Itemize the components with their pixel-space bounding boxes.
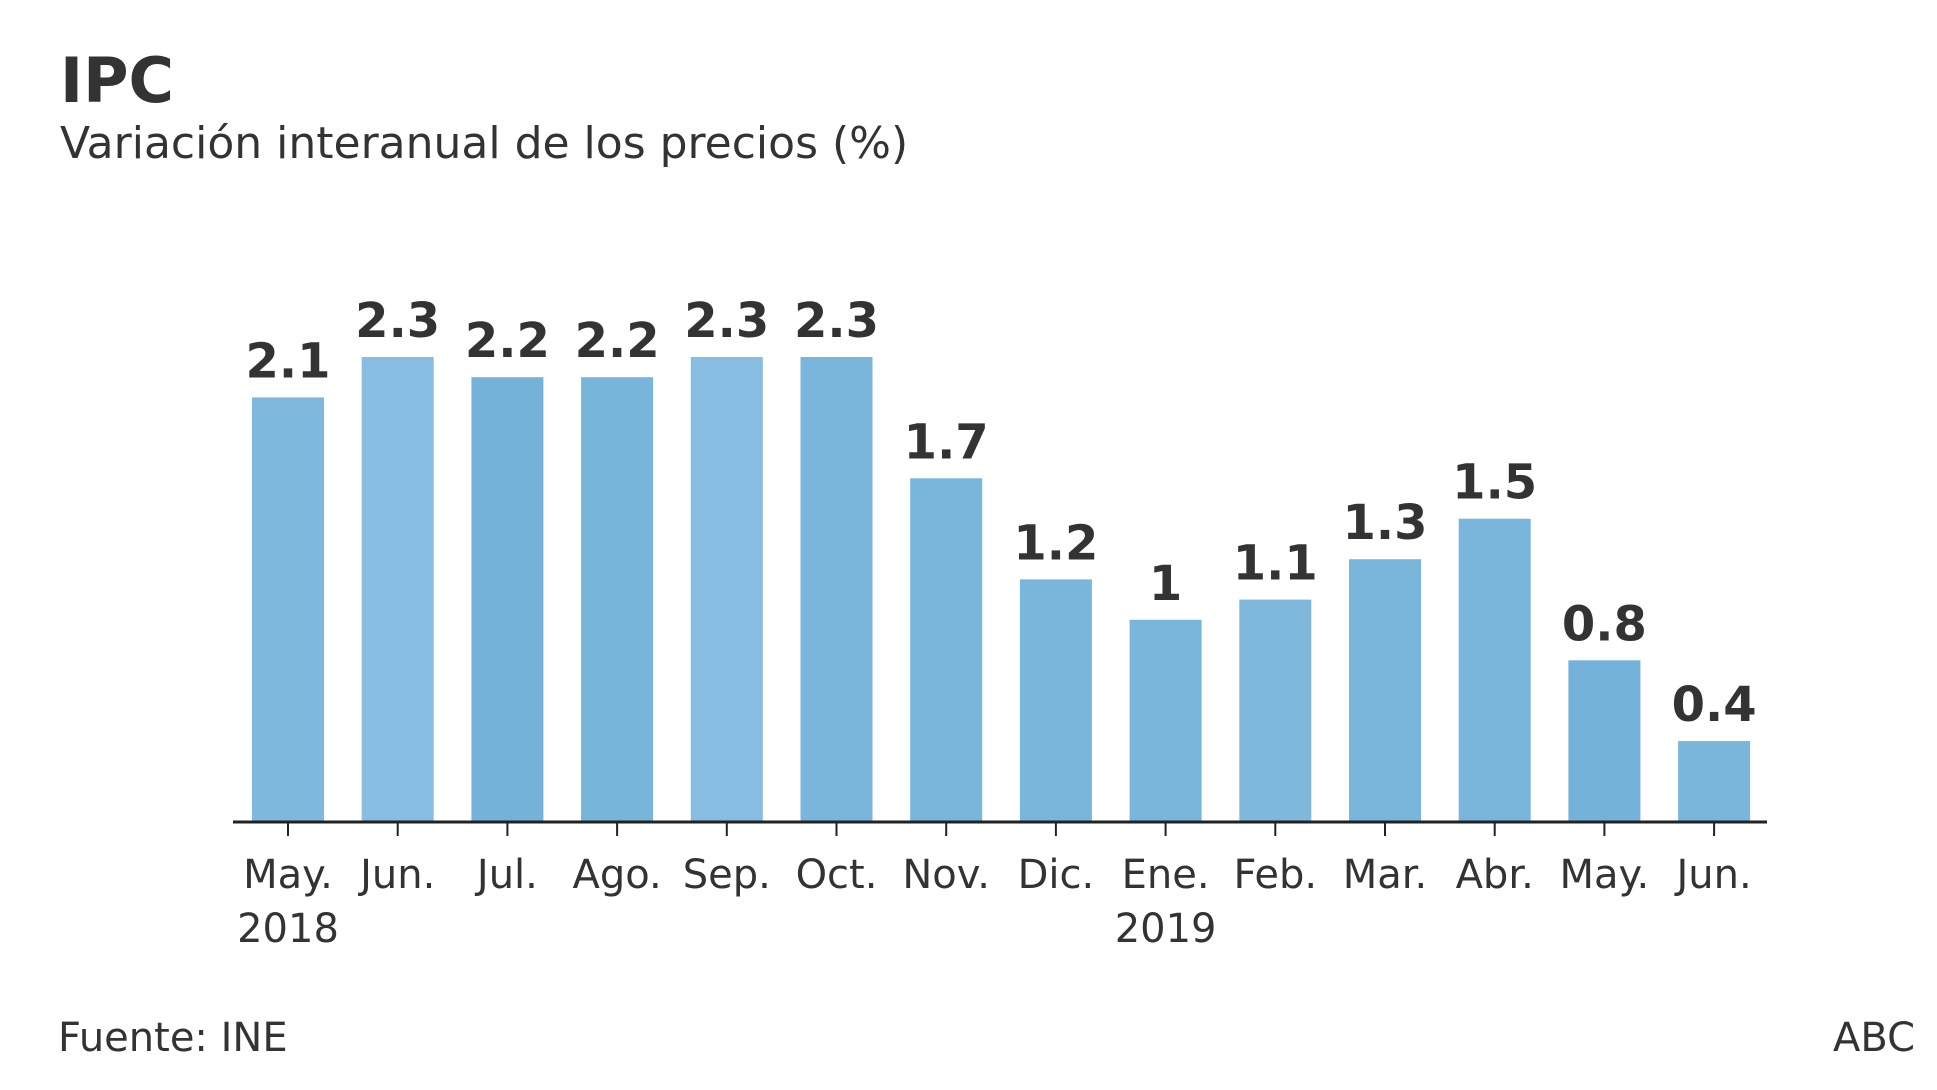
x-tick-label: May.: [1560, 852, 1650, 898]
bar: [1568, 660, 1641, 822]
bar: [252, 397, 324, 822]
x-tick-label: Nov.: [902, 852, 990, 898]
bar: [1678, 741, 1751, 822]
bar: [361, 357, 434, 822]
bar-value-label: 2.3: [684, 293, 769, 349]
bars-group: [252, 357, 1751, 822]
chart-title: IPC: [60, 44, 175, 117]
x-tick-label: Ene.: [1122, 852, 1210, 898]
bar-value-label: 0.4: [1672, 677, 1757, 733]
x-tick-label: Abr.: [1456, 852, 1534, 898]
x-tick-label: Feb.: [1234, 852, 1318, 898]
x-tick-label: Jun.: [357, 852, 435, 898]
x-tick-label: Jun.: [1673, 852, 1751, 898]
x-tick-label: Sep.: [683, 852, 771, 898]
year-label: 2019: [1115, 906, 1217, 952]
bar-chart: 2.1 2.3 2.2 2.2 2.3 2.3 1.7 1.2 1 1.1 1.3 1.5 0.8 0.4…: [233, 293, 1767, 952]
bar: [1349, 559, 1421, 822]
bar-value-label: 1.3: [1342, 495, 1427, 551]
bar-value-label: 2.1: [245, 333, 330, 389]
bar-value-label: 2.3: [794, 293, 879, 349]
bar-value-label: 2.2: [575, 313, 660, 369]
x-tick-label: Ago.: [572, 852, 661, 898]
bar: [1458, 518, 1531, 822]
bar: [1019, 579, 1092, 822]
bar-value-label: 1.5: [1452, 455, 1537, 511]
bar: [1129, 619, 1202, 822]
bar-value-label: 0.8: [1562, 596, 1647, 652]
x-tick-label: Oct.: [796, 852, 878, 898]
bar-value-label: 2.3: [355, 293, 440, 349]
x-tick-label: Dic.: [1018, 852, 1095, 898]
bar: [581, 377, 654, 822]
bar: [910, 478, 983, 822]
bar-value-label: 1.7: [904, 414, 989, 470]
bar: [471, 377, 544, 822]
x-tick-label: Mar.: [1343, 852, 1428, 898]
bar: [800, 357, 873, 822]
x-tick-label: Jul.: [474, 852, 538, 898]
value-labels-group: 2.1 2.3 2.2 2.2 2.3 2.3 1.7 1.2 1 1.1 1.3 1.5 0.8 0.4: [245, 293, 1756, 733]
x-axis-tick-labels: May. Jun. Jul. Ago. Sep. Oct. Nov. Dic. Ene. Feb.…: [243, 852, 1752, 898]
bar: [690, 357, 763, 822]
bar-value-label: 1: [1149, 556, 1182, 612]
bar-value-label: 1.1: [1233, 536, 1318, 592]
bar-value-label: 2.2: [465, 313, 550, 369]
chart-subtitle: Variación interanual de los precios (%): [60, 118, 909, 169]
x-axis-ticks: [287, 822, 1716, 836]
source-note: Fuente: INE: [58, 1015, 288, 1061]
publisher-logo-text: ABC: [1832, 1015, 1915, 1061]
x-tick-label: May.: [243, 852, 333, 898]
year-labels-group: 2018 2019: [237, 906, 1216, 952]
bar: [1239, 599, 1312, 822]
bar-value-label: 1.2: [1013, 515, 1098, 571]
year-label: 2018: [237, 906, 339, 952]
